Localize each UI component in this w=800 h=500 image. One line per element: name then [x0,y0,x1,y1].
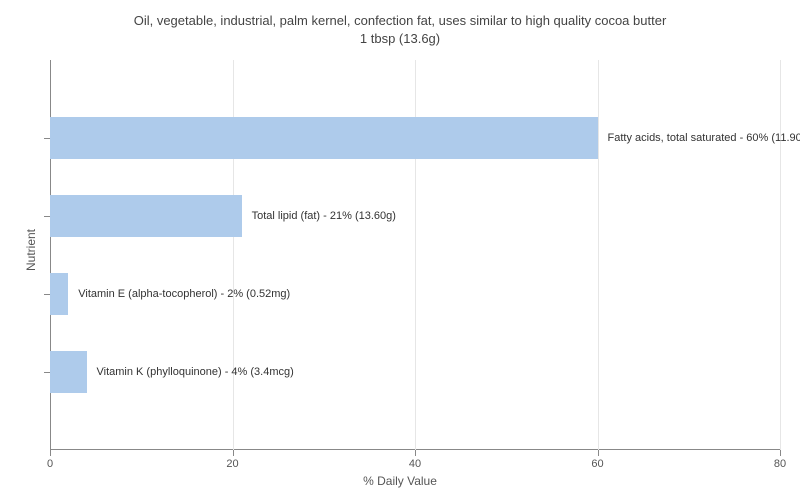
x-tick [598,450,599,456]
bar [50,273,68,316]
x-tick-label: 20 [226,458,238,470]
y-axis-label: Nutrient [24,229,38,271]
y-tick [44,372,50,373]
x-tick [415,450,416,456]
x-tick-label: 60 [591,458,603,470]
bar [50,117,598,160]
y-tick [44,294,50,295]
x-axis-label: % Daily Value [0,474,800,488]
plot-area: 020406080Fatty acids, total saturated - … [50,60,780,450]
x-tick [233,450,234,456]
gridline [780,60,781,450]
x-tick [780,450,781,456]
title-line1: Oil, vegetable, industrial, palm kernel,… [134,13,667,28]
bar-label: Vitamin E (alpha-tocopherol) - 2% (0.52m… [68,288,290,300]
gridline [598,60,599,450]
bar [50,351,87,394]
bar-label: Fatty acids, total saturated - 60% (11.9… [598,132,800,144]
x-tick-label: 0 [47,458,53,470]
bar-label: Vitamin K (phylloquinone) - 4% (3.4mcg) [87,366,294,378]
bar [50,195,242,238]
y-tick [44,216,50,217]
chart-title: Oil, vegetable, industrial, palm kernel,… [0,0,800,48]
bar-label: Total lipid (fat) - 21% (13.60g) [242,210,396,222]
x-tick-label: 80 [774,458,786,470]
title-line2: 1 tbsp (13.6g) [360,31,440,46]
y-tick [44,138,50,139]
x-tick-label: 40 [409,458,421,470]
x-tick [50,450,51,456]
